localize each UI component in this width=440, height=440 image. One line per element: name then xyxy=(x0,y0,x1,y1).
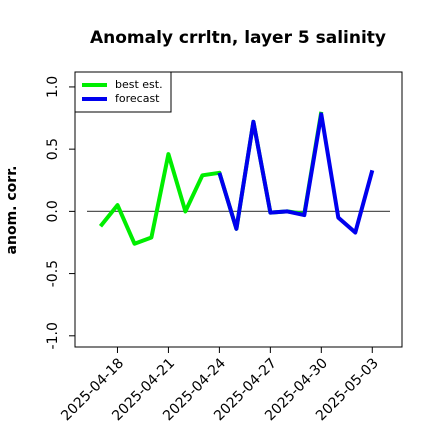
y-tick-label: 1.0 xyxy=(45,76,61,98)
y-tick-label: 0.0 xyxy=(45,200,61,222)
legend-label: forecast xyxy=(115,92,160,105)
y-tick-label: -1.0 xyxy=(45,322,61,349)
legend-label: best est. xyxy=(115,78,163,91)
y-tick-label: 0.5 xyxy=(45,138,61,160)
series-line xyxy=(217,112,375,235)
y-axis-label: anom. corr. xyxy=(4,166,20,255)
chart-title: Anomaly crrltn, layer 5 salinity xyxy=(90,28,386,48)
legend-box xyxy=(74,71,172,113)
y-tick-label: -0.5 xyxy=(45,260,61,287)
plot-frame xyxy=(74,71,403,348)
series-line xyxy=(98,111,324,246)
